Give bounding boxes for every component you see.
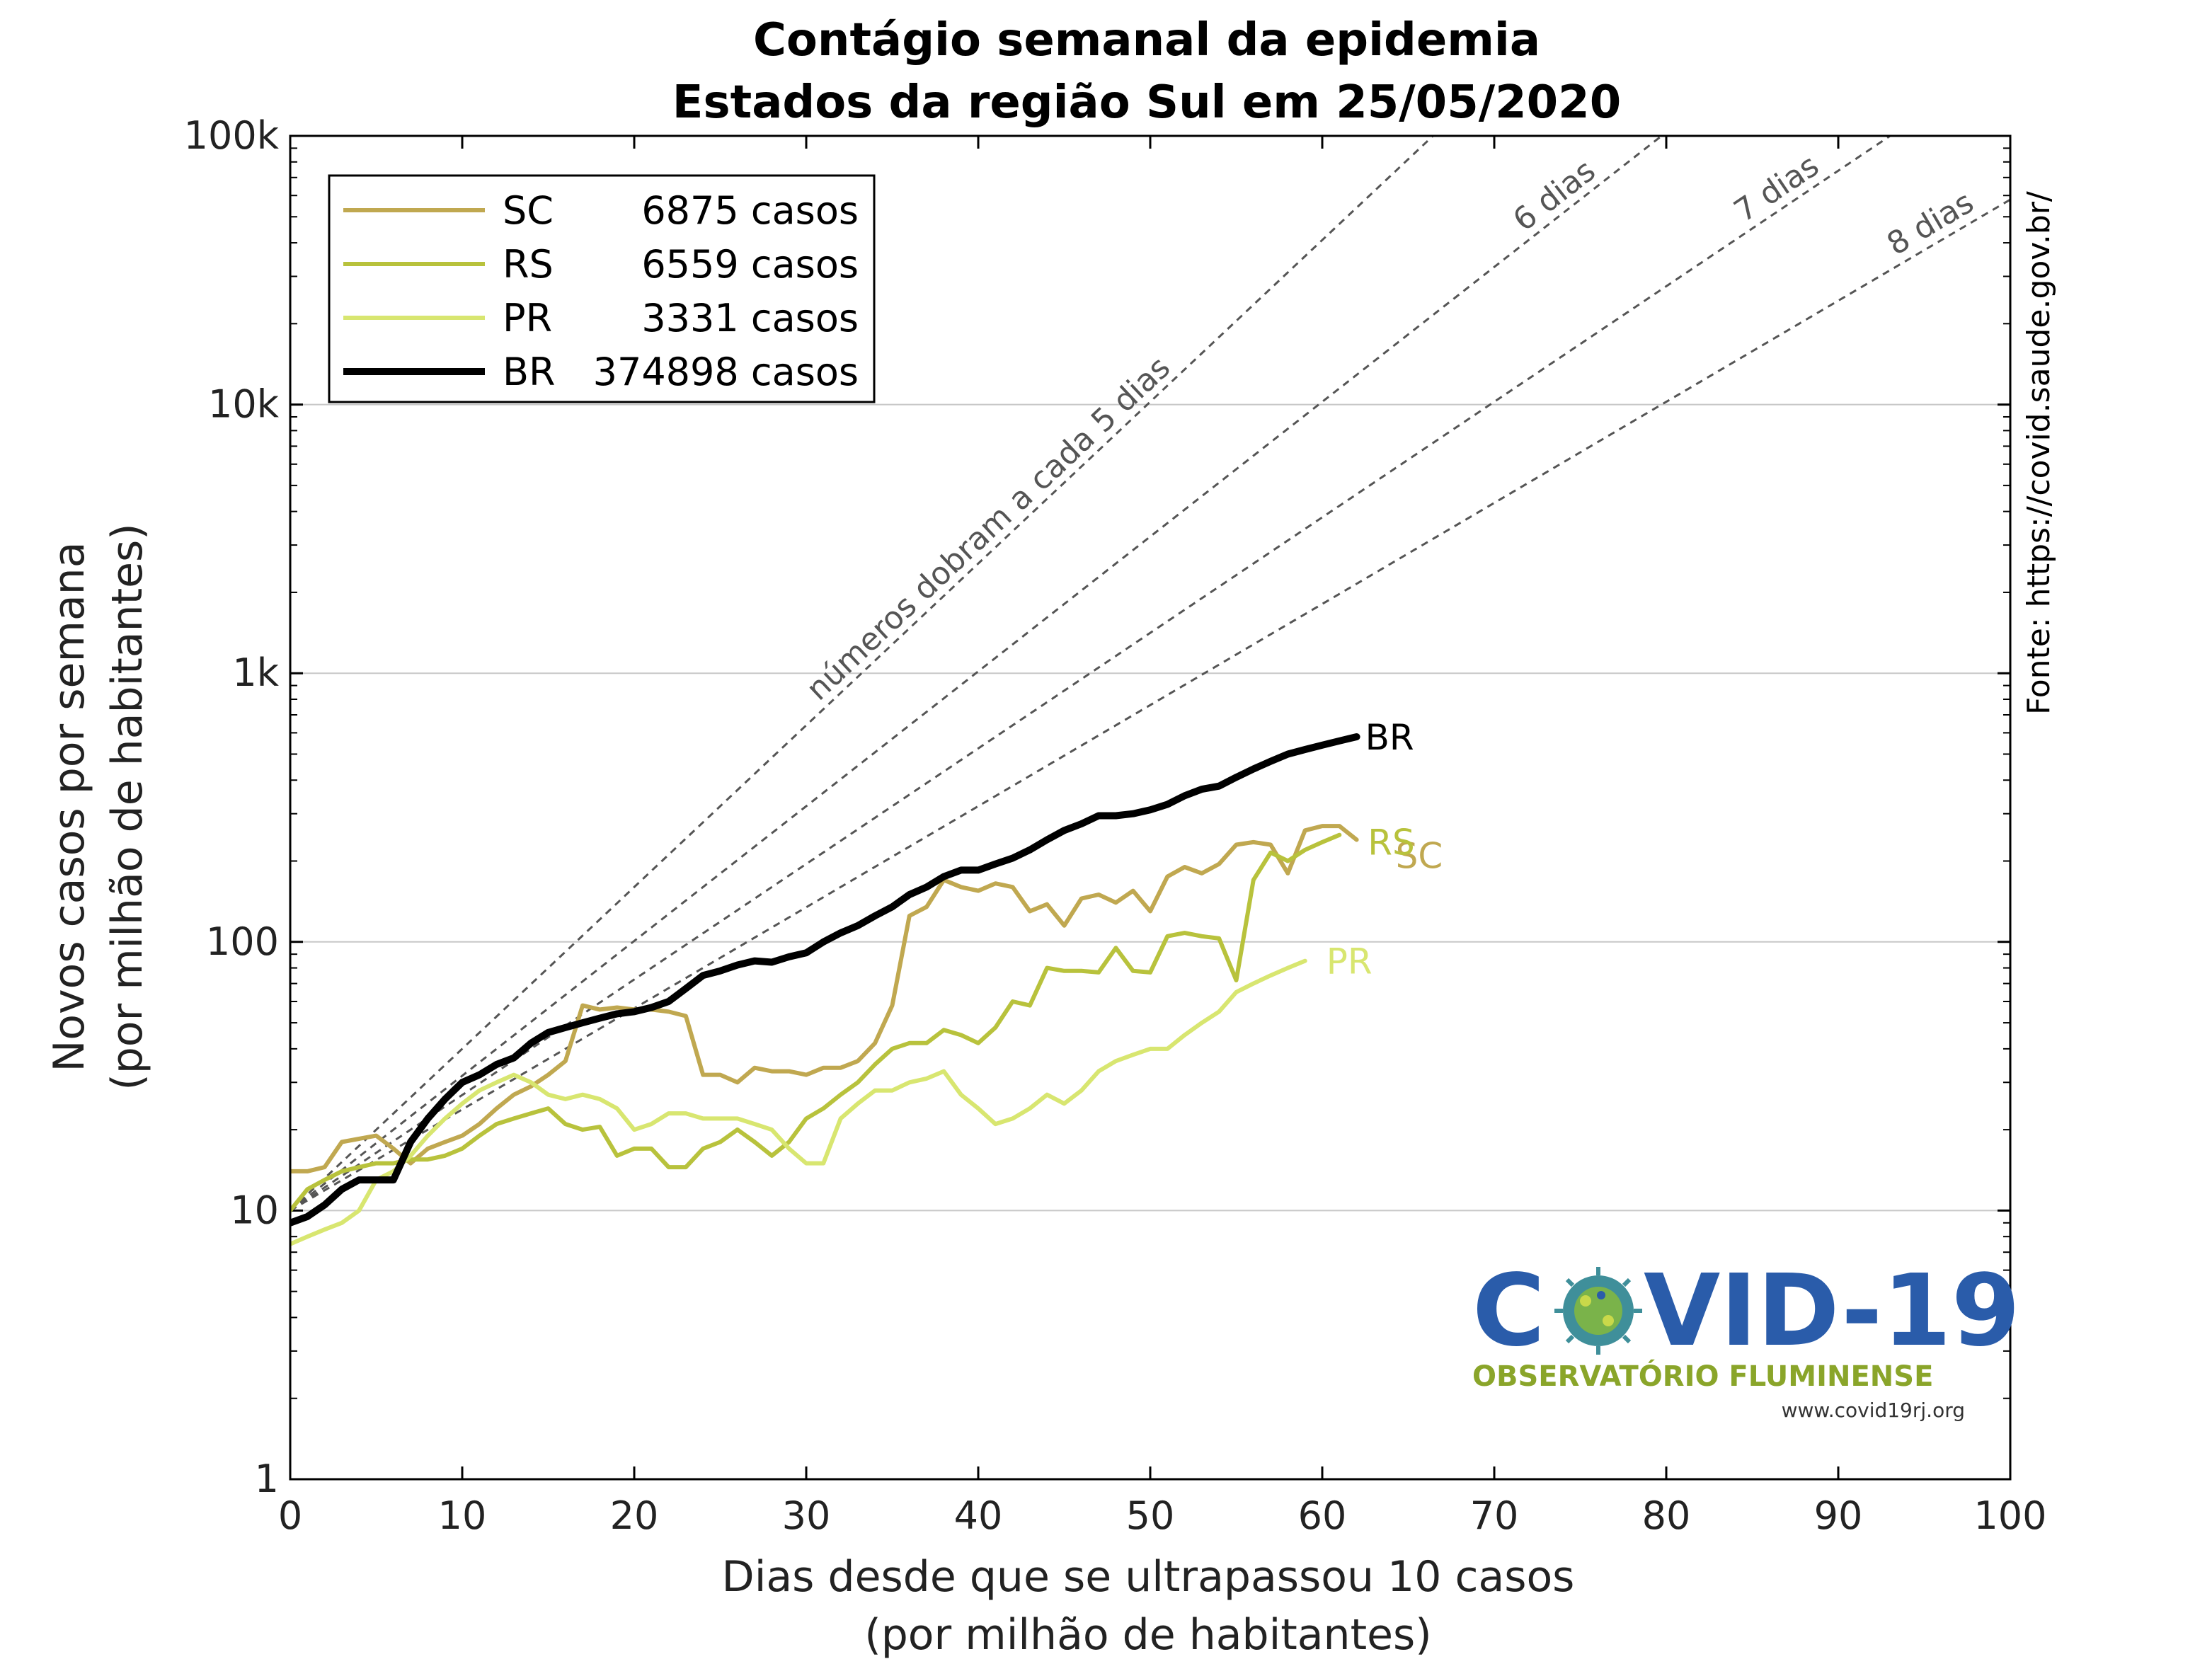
x-axis-label-line2: (por milhão de habitantes) [864, 1610, 1431, 1659]
y-tick-labels: 1 10 100 1k 10k 100k [184, 113, 280, 1501]
chart-subtitle: Estados da região Sul em 25/05/2020 [672, 76, 1621, 129]
legend-cases-br: 374898 casos [593, 350, 859, 394]
legend-name-br: BR [503, 350, 556, 394]
legend-cases-pr: 3331 casos [641, 296, 859, 340]
x-tick-labels: 0 10 20 30 40 50 60 70 80 90 100 [278, 1493, 2047, 1538]
legend-name-sc: SC [503, 188, 554, 233]
y-tick-label: 100k [184, 113, 280, 158]
x-tick-label: 0 [278, 1493, 302, 1538]
y-axis-label-line2: (por milhão de habitantes) [103, 523, 152, 1090]
plot-frame [289, 134, 2012, 1481]
series-end-label-sc: SC [1396, 835, 1443, 876]
legend-cases-rs: 6559 casos [641, 242, 859, 287]
x-tick-label: 100 [1973, 1493, 2046, 1538]
series-line-sc [290, 824, 1359, 1173]
x-tick-label: 70 [1470, 1493, 1519, 1538]
x-tick-label: 30 [782, 1493, 831, 1538]
y-tick-label: 1 [255, 1457, 279, 1501]
series-lines [290, 733, 1360, 1246]
series-end-label-br: BR [1365, 717, 1414, 758]
x-tick-label: 60 [1298, 1493, 1347, 1538]
x-tick-label: 90 [1814, 1493, 1863, 1538]
series-line-rs [290, 832, 1342, 1213]
legend: SC 6875 casos RS 6559 casos PR 3331 casos BR 37… [328, 174, 876, 403]
x-tick-label: 40 [954, 1493, 1003, 1538]
legend-name-pr: PR [503, 296, 552, 340]
logo-url: www.covid19rj.org [1782, 1399, 1965, 1422]
x-tick-label: 80 [1642, 1493, 1691, 1538]
y-tick-label: 1k [232, 650, 279, 695]
doubling-line-8 [290, 198, 2010, 1212]
x-tick-label: 10 [438, 1493, 487, 1538]
legend-name-rs: RS [503, 242, 554, 287]
series-line-pr [290, 958, 1307, 1246]
legend-box [328, 174, 876, 403]
virus-icon [1554, 1267, 1642, 1355]
series-end-label-pr: PR [1326, 941, 1373, 982]
y-axis-label-line1: Novos casos por semana [45, 542, 94, 1072]
logo-title-left: C [1472, 1253, 1545, 1369]
x-axis-label-line1: Dias desde que se ultrapassou 10 casos [722, 1552, 1575, 1602]
chart-title: Contágio semanal da epidemia [753, 14, 1540, 67]
source-note: Fonte: https://covid.saude.gov.br/ [2021, 191, 2057, 715]
logo-subtitle: OBSERVATÓRIO FLUMINENSE [1472, 1359, 1933, 1393]
series-line-br [290, 733, 1360, 1227]
y-tick-label: 10k [208, 382, 280, 427]
y-tick-label: 10 [230, 1188, 279, 1232]
x-tick-label: 50 [1126, 1493, 1175, 1538]
series-end-label-rs: RS [1368, 822, 1414, 863]
legend-cases-sc: 6875 casos [641, 188, 859, 233]
logo-title-right: VID-19 [1644, 1253, 2020, 1369]
x-tick-label: 20 [610, 1493, 659, 1538]
covid19-observatorio-logo: C VID-19 OBSERVATÓRIO FLUMINENSE www.cov… [1472, 1253, 2020, 1422]
y-tick-label: 100 [206, 919, 279, 964]
gridlines [290, 403, 2010, 1212]
